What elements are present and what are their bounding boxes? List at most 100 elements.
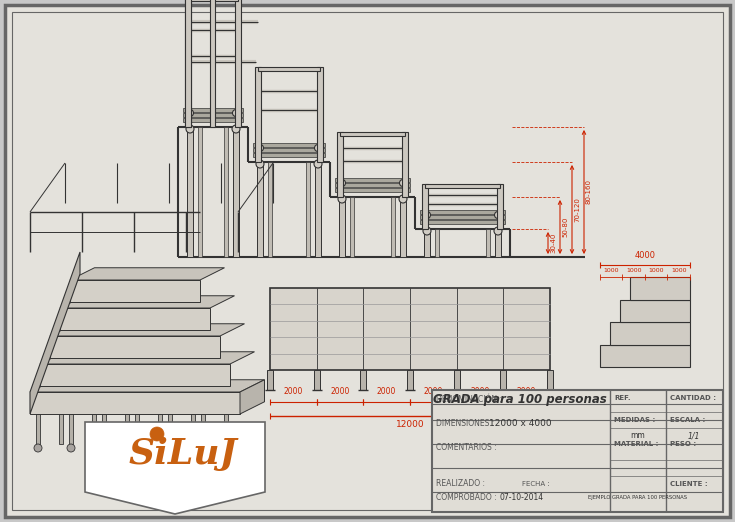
Text: REALIZADO :: REALIZADO : [436,480,485,489]
Circle shape [399,195,407,203]
Polygon shape [30,252,80,414]
Polygon shape [183,108,243,112]
Text: 70-120: 70-120 [574,197,580,222]
Circle shape [314,160,322,168]
Polygon shape [253,153,325,157]
Polygon shape [425,184,500,188]
Polygon shape [350,197,354,257]
Polygon shape [185,0,191,127]
Polygon shape [188,0,238,1]
Polygon shape [253,148,325,152]
Polygon shape [187,127,193,257]
Polygon shape [70,268,224,280]
Polygon shape [420,210,505,214]
Text: MATERIAL :: MATERIAL : [614,441,659,447]
Polygon shape [407,370,413,390]
Polygon shape [224,127,228,257]
Text: COMPROBADO :: COMPROBADO : [436,493,497,503]
Polygon shape [36,414,40,444]
Circle shape [67,444,75,452]
Polygon shape [40,352,254,364]
Text: 1000: 1000 [603,268,619,273]
Text: SiLuJ: SiLuJ [129,437,237,471]
Polygon shape [420,215,505,219]
Polygon shape [501,370,506,390]
Text: 1000: 1000 [648,268,664,273]
Polygon shape [69,414,73,444]
Circle shape [495,211,501,219]
Circle shape [339,180,345,186]
Polygon shape [270,288,550,370]
Polygon shape [158,414,162,444]
Polygon shape [335,183,410,187]
Text: 2000: 2000 [284,387,303,396]
Text: EJEMPLO GRADA PARA 100 PERSONAS: EJEMPLO GRADA PARA 100 PERSONAS [589,495,687,501]
Polygon shape [495,229,501,257]
Polygon shape [422,184,428,229]
Polygon shape [210,0,215,127]
Polygon shape [60,308,210,330]
Polygon shape [135,414,139,444]
Polygon shape [620,300,690,322]
Text: GRADA para 100 personas: GRADA para 100 personas [433,394,607,407]
Polygon shape [432,390,723,512]
Text: 2000: 2000 [470,387,490,396]
Polygon shape [435,229,439,257]
Polygon shape [257,162,263,257]
Polygon shape [600,345,690,367]
Polygon shape [340,132,405,136]
Polygon shape [183,113,243,117]
Text: mm: mm [631,432,645,441]
Text: REF.: REF. [614,395,631,401]
Text: ESCALA :: ESCALA : [670,417,706,423]
Circle shape [257,145,264,151]
Polygon shape [268,162,272,257]
Text: COMENTARIOS :: COMENTARIOS : [436,443,497,452]
Polygon shape [198,127,202,257]
Text: 2000: 2000 [330,387,350,396]
Polygon shape [360,370,366,390]
Polygon shape [335,178,410,182]
Polygon shape [306,162,310,257]
Polygon shape [233,127,239,257]
Text: MEDIDAS :: MEDIDAS : [614,417,655,423]
Circle shape [315,145,321,151]
Polygon shape [402,132,408,197]
Text: FECHA :: FECHA : [522,481,550,487]
Circle shape [400,180,406,186]
Polygon shape [258,67,320,71]
Polygon shape [253,143,325,147]
Polygon shape [50,336,220,358]
Text: DIMENSIONES :: DIMENSIONES : [436,419,494,428]
Polygon shape [183,118,243,122]
Polygon shape [335,188,410,192]
Text: 1/1: 1/1 [688,432,700,441]
Circle shape [133,444,141,452]
Polygon shape [486,229,490,257]
Circle shape [256,160,264,168]
Polygon shape [339,197,345,257]
Text: 4000: 4000 [634,251,656,260]
Polygon shape [314,370,320,390]
Polygon shape [92,414,96,444]
Polygon shape [70,280,200,302]
Text: 50-80: 50-80 [562,217,568,237]
Polygon shape [60,296,234,308]
Text: CANTIDAD :: CANTIDAD : [670,395,716,401]
Text: 12000: 12000 [395,420,424,429]
Polygon shape [125,414,129,444]
Text: 1000: 1000 [671,268,686,273]
Polygon shape [420,220,505,224]
Circle shape [100,444,108,452]
Circle shape [150,427,164,441]
Circle shape [187,110,193,116]
Text: 07-10-2014: 07-10-2014 [500,493,544,503]
Circle shape [338,195,346,203]
Polygon shape [40,364,230,386]
Polygon shape [317,67,323,162]
Text: 2000: 2000 [423,387,443,396]
Polygon shape [30,379,265,392]
Polygon shape [50,324,245,336]
Polygon shape [630,277,690,300]
Polygon shape [453,370,459,390]
